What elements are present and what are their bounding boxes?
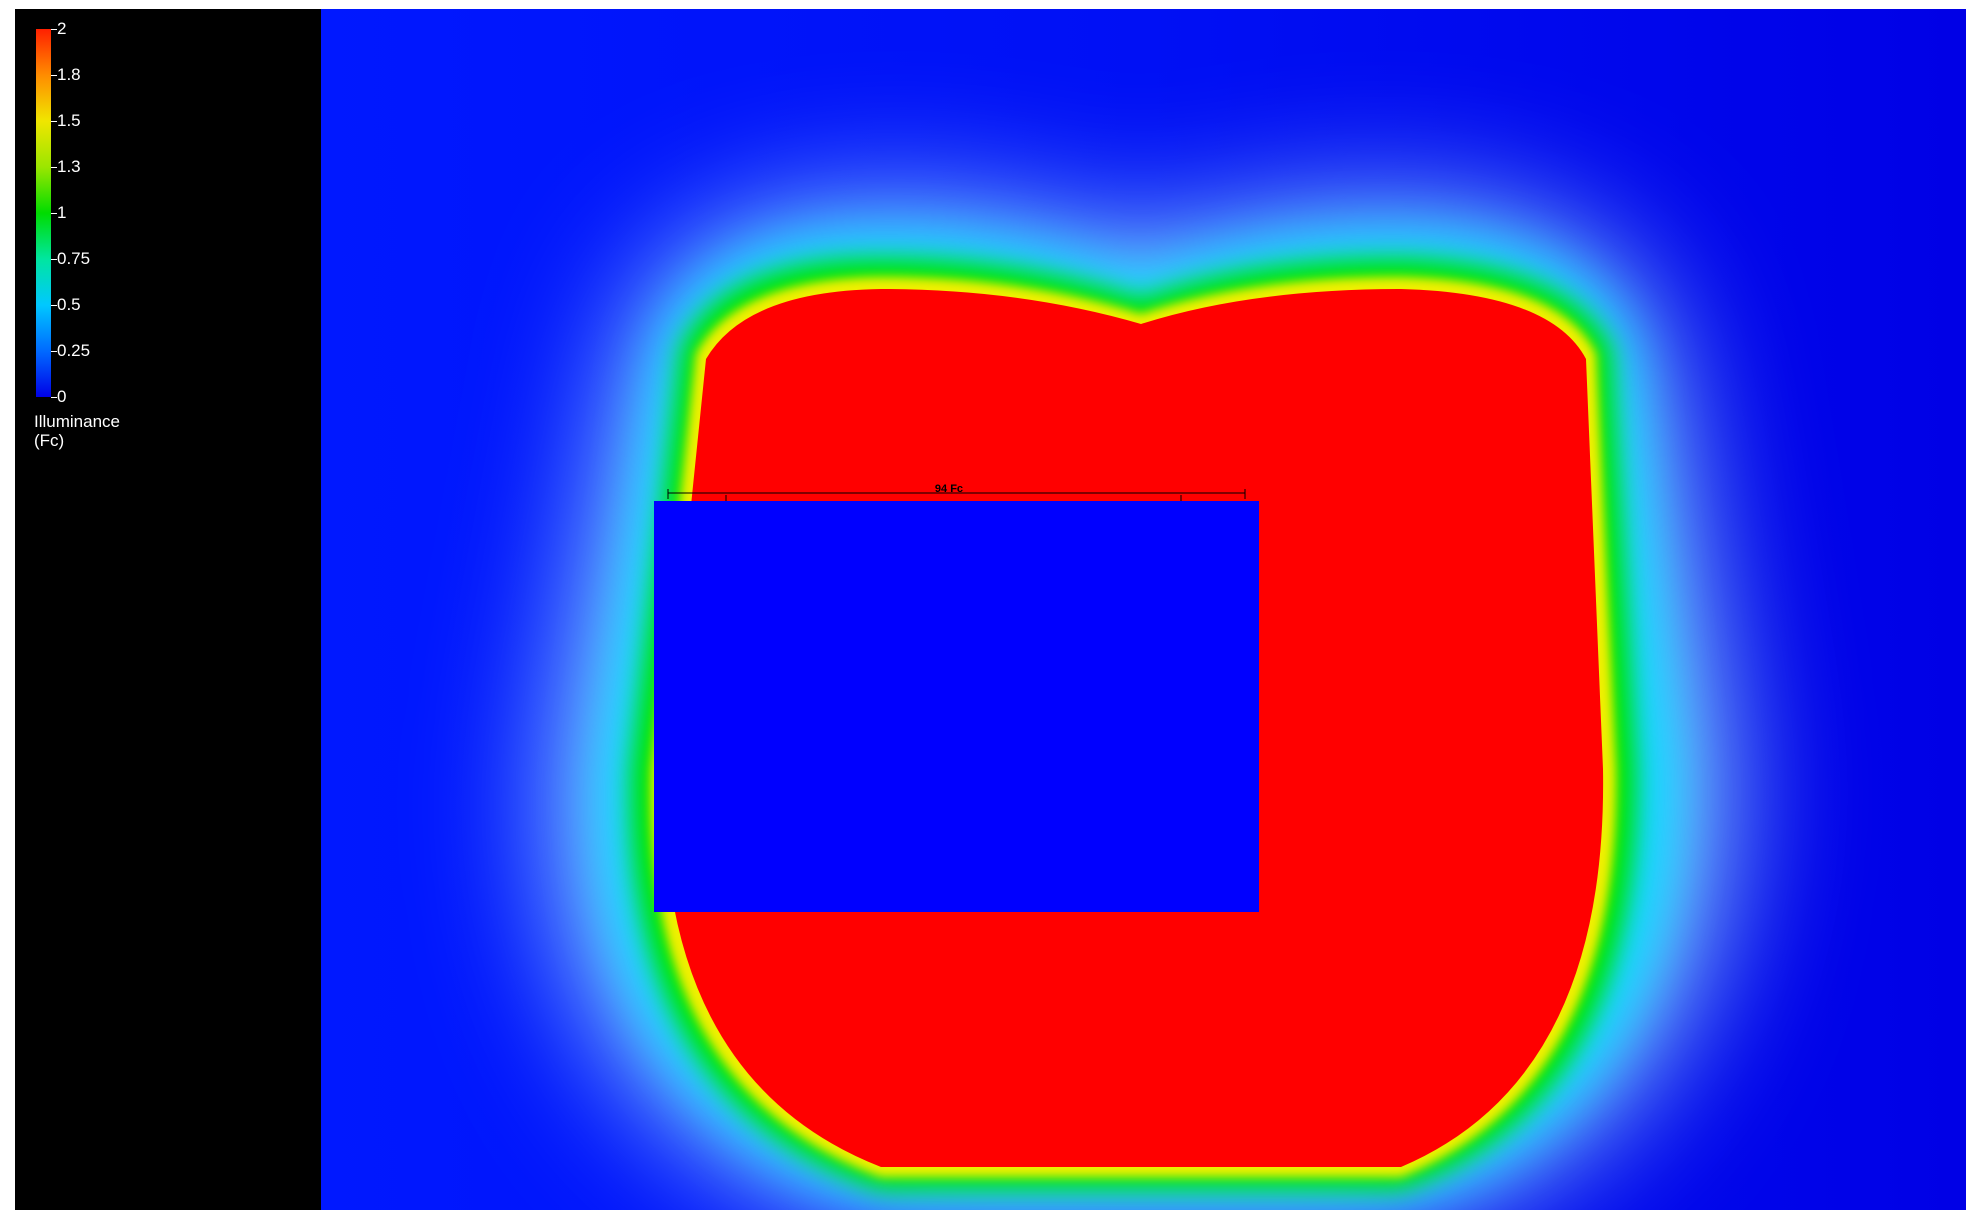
legend-tick-label: 0	[57, 387, 67, 406]
legend-title-unit: (Fc)	[34, 431, 65, 450]
legend-tick-label: 1	[57, 203, 67, 222]
legend-tick-mark	[51, 397, 57, 398]
illuminance-heatmap[interactable]: 94 Fc	[321, 9, 1966, 1210]
legend-tick-label: 1.5	[57, 111, 81, 130]
legend-title-quantity: Illuminance	[34, 412, 120, 431]
legend-tick-mark	[51, 351, 57, 352]
legend-tick-label: 2	[57, 19, 67, 38]
legend-tick-label: 0.5	[57, 295, 81, 314]
dimension-label: 94 Fc	[935, 483, 963, 495]
legend-tick-label: 0.75	[57, 249, 91, 268]
building-footprint	[654, 501, 1259, 912]
legend-tick-label: 0.25	[57, 341, 91, 360]
legend-tick-label: 1.8	[57, 65, 81, 84]
legend-tick-mark	[51, 305, 57, 306]
legend-tick-label: 1.3	[57, 157, 81, 176]
legend-panel: 2 1.8 1.5 1.3 1 0.75 0.5 0.25 0 Illuminance (Fc)	[15, 9, 321, 1210]
legend-tick-mark	[51, 259, 57, 260]
color-scale-bar	[36, 29, 51, 397]
legend-tick-mark	[51, 75, 57, 76]
legend-title: Illuminance (Fc)	[34, 412, 234, 450]
legend-tick-mark	[51, 167, 57, 168]
legend-tick-mark	[51, 121, 57, 122]
legend-tick-mark	[51, 29, 57, 30]
dimension-line	[667, 489, 1246, 501]
legend-tick-mark	[51, 213, 57, 214]
